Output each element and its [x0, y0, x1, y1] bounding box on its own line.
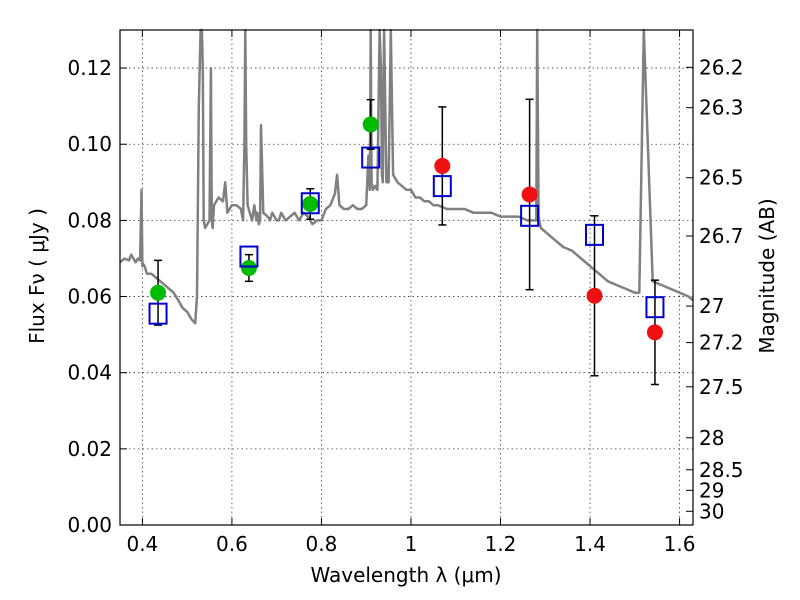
- y-tick-label: 0.06: [67, 285, 112, 309]
- x-tick-label: 1.2: [485, 532, 517, 556]
- data-point-square: [585, 223, 605, 246]
- right-tick-label: 28.5: [699, 458, 744, 482]
- axes: [119, 29, 694, 526]
- right-tick-label: 30: [699, 499, 724, 523]
- data-point-circle: [240, 259, 257, 276]
- x-tick-label: 1: [405, 532, 418, 556]
- y-tick-label: 0.12: [67, 56, 112, 80]
- right-tick-label: 27.5: [699, 375, 744, 399]
- data-point-square: [645, 296, 665, 319]
- y-tick-label: 0.04: [67, 361, 112, 385]
- data-point-square: [432, 175, 452, 198]
- data-point-square: [520, 204, 540, 227]
- y-axis-label: Flux Fν ( μJy ): [25, 208, 49, 344]
- data-point-circle: [302, 196, 319, 213]
- spectrum-line: [119, 28, 694, 325]
- data-point-circle: [586, 287, 603, 304]
- y-tick-label: 0.08: [67, 208, 112, 232]
- data-point-circle: [150, 284, 167, 301]
- y-tick-label: 0.00: [67, 513, 112, 537]
- x-axis-label: Wavelength λ (μm): [310, 563, 501, 587]
- right-tick-label: 29: [699, 478, 724, 502]
- x-tick-label: 1.6: [664, 532, 696, 556]
- right-tick-label: 27.2: [699, 331, 744, 355]
- right-tick-label: 26.2: [699, 55, 744, 79]
- tick-labels: 0.4 0.6 0.8 1 1.2 1.4 1.6 0.00 0.02 0.04 0.06 0.08 0…: [67, 55, 743, 556]
- y-tick-label: 0.02: [67, 437, 112, 461]
- data-point-circle: [434, 157, 451, 174]
- right-tick-label: 28: [699, 426, 724, 450]
- right-tick-label: 26.5: [699, 166, 744, 190]
- right-axis-label: Magnitude (AB): [755, 198, 779, 353]
- right-tick-label: 26.3: [699, 96, 744, 120]
- plot-frame: [119, 29, 694, 526]
- spectrum-layer: [119, 28, 694, 325]
- data-point-square: [239, 245, 259, 268]
- right-tick-label: 26.7: [699, 224, 744, 248]
- y-tick-label: 0.10: [67, 132, 112, 156]
- x-tick-label: 0.8: [306, 532, 338, 556]
- data-point-circle: [646, 324, 663, 341]
- data-markers: [148, 116, 665, 341]
- data-point-square: [300, 192, 320, 215]
- right-tick-label: 27: [699, 294, 724, 318]
- data-point-circle: [362, 116, 379, 133]
- data-point-square: [361, 146, 381, 169]
- x-tick-label: 1.4: [574, 532, 606, 556]
- data-point-square: [148, 302, 168, 325]
- data-point-circle: [521, 186, 538, 203]
- x-tick-label: 0.6: [216, 532, 248, 556]
- x-tick-label: 0.4: [126, 532, 158, 556]
